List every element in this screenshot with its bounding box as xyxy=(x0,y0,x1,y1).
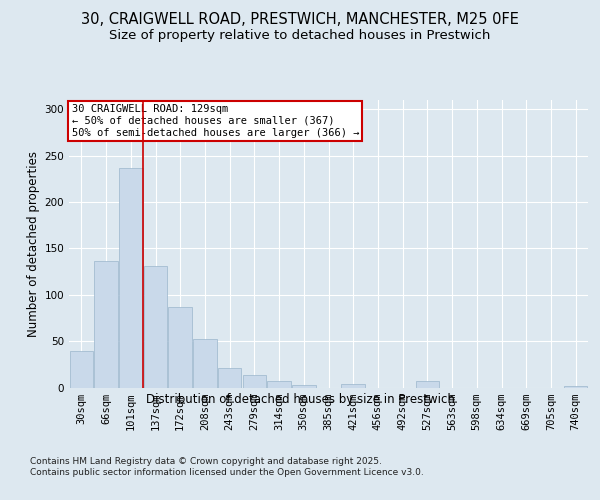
Bar xyxy=(169,307,192,388)
Text: Contains HM Land Registry data © Crown copyright and database right 2025.
Contai: Contains HM Land Registry data © Crown c… xyxy=(30,458,424,477)
Bar xyxy=(94,262,118,388)
Bar xyxy=(292,384,316,388)
Bar xyxy=(218,368,241,388)
Bar xyxy=(564,386,587,388)
Bar xyxy=(119,168,143,388)
Bar xyxy=(416,381,439,388)
Text: Size of property relative to detached houses in Prestwich: Size of property relative to detached ho… xyxy=(109,29,491,42)
Bar xyxy=(268,381,291,388)
Y-axis label: Number of detached properties: Number of detached properties xyxy=(27,151,40,337)
Text: 30 CRAIGWELL ROAD: 129sqm
← 50% of detached houses are smaller (367)
50% of semi: 30 CRAIGWELL ROAD: 129sqm ← 50% of detac… xyxy=(71,104,359,138)
Text: Distribution of detached houses by size in Prestwich: Distribution of detached houses by size … xyxy=(146,392,454,406)
Bar xyxy=(193,340,217,388)
Bar xyxy=(341,384,365,388)
Bar xyxy=(70,352,93,388)
Bar xyxy=(242,376,266,388)
Bar xyxy=(144,266,167,388)
Text: 30, CRAIGWELL ROAD, PRESTWICH, MANCHESTER, M25 0FE: 30, CRAIGWELL ROAD, PRESTWICH, MANCHESTE… xyxy=(81,12,519,28)
